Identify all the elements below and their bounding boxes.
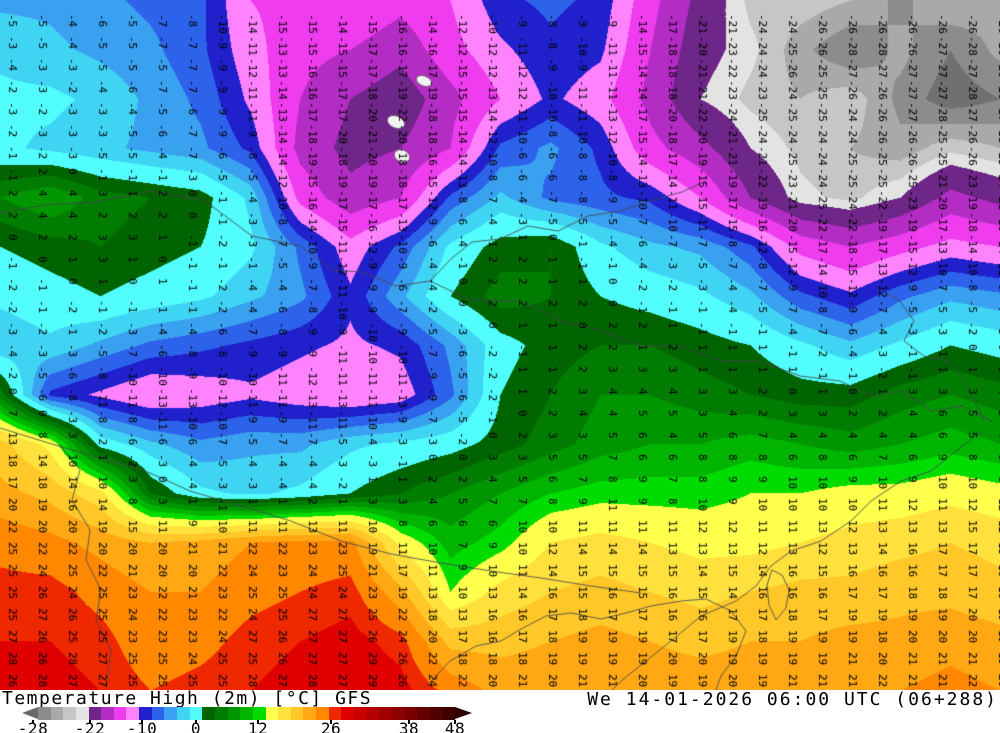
- colorbar-swatch: [379, 707, 392, 720]
- colorbar-swatch: [63, 707, 76, 720]
- colorbar-swatch: [316, 707, 329, 720]
- colorbar-swatch: [164, 707, 178, 720]
- colorbar-tick-label: -28: [17, 719, 49, 733]
- colorbar-swatch: [417, 707, 430, 720]
- colorbar-swatch: [214, 707, 228, 720]
- colorbar-swatch: [265, 707, 279, 720]
- colorbar-swatch: [328, 707, 342, 720]
- colorbar-swatch: [139, 707, 152, 720]
- colorbar-tick: [141, 720, 143, 724]
- colorbar-swatch: [354, 707, 367, 720]
- colorbar-tick: [89, 720, 91, 724]
- colorbar-tick: [454, 720, 456, 724]
- colorbar-swatch: [278, 707, 291, 720]
- colorbar-swatch: [366, 707, 380, 720]
- colorbar-swatch: [240, 707, 253, 720]
- colorbar-tick-label: -22: [74, 719, 106, 733]
- valid-datetime: We 14-01-2026 06:00 UTC (06+288): [587, 689, 998, 710]
- colorbar-tick: [408, 720, 410, 724]
- colorbar-tick: [330, 720, 332, 724]
- colorbar-swatch: [113, 707, 127, 720]
- colorbar-tick-label: 12: [247, 719, 269, 733]
- colorbar-tick: [32, 720, 34, 724]
- colorbar-tick-label: 26: [320, 719, 342, 733]
- colorbar-right-arrow: [455, 707, 472, 719]
- colorbar: [38, 707, 456, 720]
- colorbar-swatch: [50, 707, 64, 720]
- colorbar-swatch: [88, 707, 102, 720]
- colorbar-swatch: [290, 707, 304, 720]
- colorbar-swatch: [252, 707, 266, 720]
- colorbar-swatch: [151, 707, 165, 720]
- colorbar-swatch: [177, 707, 190, 720]
- colorbar-tick-label: 48: [444, 719, 466, 733]
- colorbar-swatch: [442, 707, 456, 720]
- colorbar-swatch: [126, 707, 140, 720]
- colorbar-swatch: [38, 707, 51, 720]
- colorbar-swatch: [75, 707, 89, 720]
- colorbar-swatch: [227, 707, 241, 720]
- colorbar-swatch: [341, 707, 355, 720]
- colorbar-swatch: [404, 707, 418, 720]
- colorbar-swatch: [303, 707, 317, 720]
- colorbar-left-arrow: [22, 707, 38, 719]
- colorbar-swatch: [101, 707, 114, 720]
- colorbar-swatch: [189, 707, 203, 720]
- legend-bar: Temperature High (2m) [°C] GFS We 14-01-…: [0, 688, 1000, 733]
- colorbar-tick-label: 0: [190, 719, 202, 733]
- colorbar-tick: [195, 720, 197, 724]
- temperature-map-canvas: [0, 0, 1000, 690]
- colorbar-tick-label: 38: [398, 719, 420, 733]
- colorbar-swatch: [429, 707, 443, 720]
- colorbar-swatch: [391, 707, 405, 720]
- map-title: Temperature High (2m) [°C] GFS: [2, 688, 373, 709]
- colorbar-tick: [257, 720, 259, 724]
- colorbar-tick-label: -10: [126, 719, 158, 733]
- colorbar-swatch: [202, 707, 215, 720]
